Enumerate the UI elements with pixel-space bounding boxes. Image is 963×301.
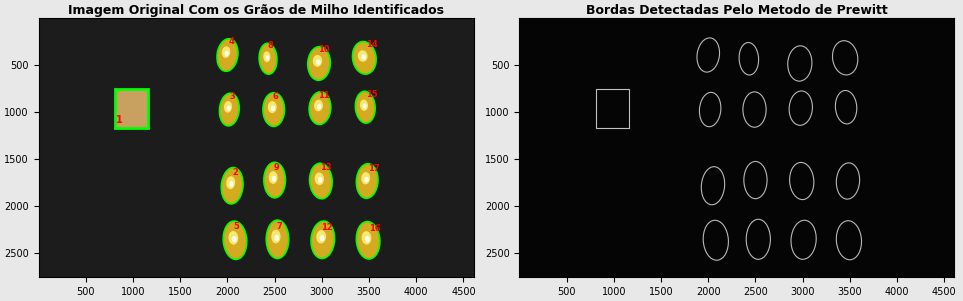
Ellipse shape — [310, 220, 335, 259]
Ellipse shape — [228, 231, 238, 245]
Ellipse shape — [316, 59, 321, 65]
Ellipse shape — [221, 94, 239, 125]
Ellipse shape — [316, 230, 326, 244]
Ellipse shape — [363, 104, 367, 109]
Ellipse shape — [312, 222, 334, 258]
Ellipse shape — [263, 161, 286, 199]
Ellipse shape — [354, 91, 376, 124]
Text: 5: 5 — [233, 222, 239, 231]
Text: 4: 4 — [228, 37, 234, 46]
Ellipse shape — [260, 44, 276, 73]
Ellipse shape — [308, 48, 329, 79]
Text: 14: 14 — [366, 40, 378, 49]
Ellipse shape — [268, 101, 276, 113]
Ellipse shape — [221, 167, 244, 205]
Bar — [116, 89, 148, 128]
Text: 2: 2 — [232, 168, 238, 177]
Ellipse shape — [266, 219, 290, 259]
Text: 13: 13 — [321, 163, 332, 172]
Ellipse shape — [307, 46, 331, 81]
Ellipse shape — [216, 38, 239, 72]
Ellipse shape — [315, 172, 324, 185]
Text: 6: 6 — [273, 92, 278, 101]
Ellipse shape — [222, 220, 247, 260]
Text: 12: 12 — [321, 223, 332, 232]
Ellipse shape — [361, 172, 370, 185]
Ellipse shape — [357, 222, 379, 258]
Ellipse shape — [308, 91, 331, 125]
Ellipse shape — [265, 163, 285, 197]
Ellipse shape — [361, 54, 366, 60]
Ellipse shape — [269, 171, 277, 184]
Ellipse shape — [221, 46, 230, 58]
Ellipse shape — [258, 42, 277, 75]
Text: 3: 3 — [230, 92, 236, 101]
Ellipse shape — [364, 177, 369, 182]
Ellipse shape — [358, 50, 368, 62]
Ellipse shape — [219, 92, 240, 127]
Ellipse shape — [264, 94, 284, 126]
Ellipse shape — [272, 230, 280, 244]
Ellipse shape — [267, 221, 288, 258]
Ellipse shape — [365, 236, 370, 242]
Ellipse shape — [263, 51, 271, 62]
Ellipse shape — [317, 104, 322, 110]
Ellipse shape — [222, 168, 242, 203]
Ellipse shape — [274, 235, 279, 241]
Ellipse shape — [320, 235, 325, 241]
Ellipse shape — [272, 176, 276, 182]
Ellipse shape — [357, 165, 377, 197]
Ellipse shape — [232, 236, 237, 242]
Ellipse shape — [353, 42, 376, 73]
Ellipse shape — [313, 55, 323, 67]
Text: 16: 16 — [369, 224, 380, 233]
Ellipse shape — [355, 221, 380, 260]
Ellipse shape — [361, 231, 372, 245]
Ellipse shape — [218, 40, 237, 70]
Ellipse shape — [318, 177, 323, 183]
Bar — [596, 89, 629, 128]
Ellipse shape — [355, 163, 378, 199]
Text: 1: 1 — [117, 115, 123, 125]
Text: 11: 11 — [318, 91, 330, 100]
Ellipse shape — [224, 222, 246, 259]
Ellipse shape — [356, 92, 375, 122]
Text: 7: 7 — [276, 222, 282, 231]
Ellipse shape — [310, 93, 330, 124]
Ellipse shape — [310, 164, 331, 198]
Ellipse shape — [262, 92, 285, 127]
Text: 10: 10 — [318, 45, 329, 54]
Ellipse shape — [271, 106, 275, 111]
Title: Bordas Detectadas Pelo Metodo de Prewitt: Bordas Detectadas Pelo Metodo de Prewitt — [586, 4, 888, 17]
Text: 17: 17 — [368, 164, 379, 173]
Ellipse shape — [266, 55, 270, 60]
Ellipse shape — [360, 100, 368, 111]
Ellipse shape — [314, 100, 323, 111]
Text: 9: 9 — [273, 163, 279, 172]
Ellipse shape — [224, 101, 232, 113]
Ellipse shape — [226, 176, 235, 189]
Text: 15: 15 — [366, 90, 378, 99]
Ellipse shape — [226, 106, 231, 111]
Ellipse shape — [224, 51, 229, 56]
Ellipse shape — [229, 181, 234, 187]
Title: Imagem Original Com os Grãos de Milho Identificados: Imagem Original Com os Grãos de Milho Id… — [68, 4, 444, 17]
Ellipse shape — [351, 41, 377, 75]
Ellipse shape — [309, 163, 333, 200]
Text: 8: 8 — [267, 42, 273, 51]
